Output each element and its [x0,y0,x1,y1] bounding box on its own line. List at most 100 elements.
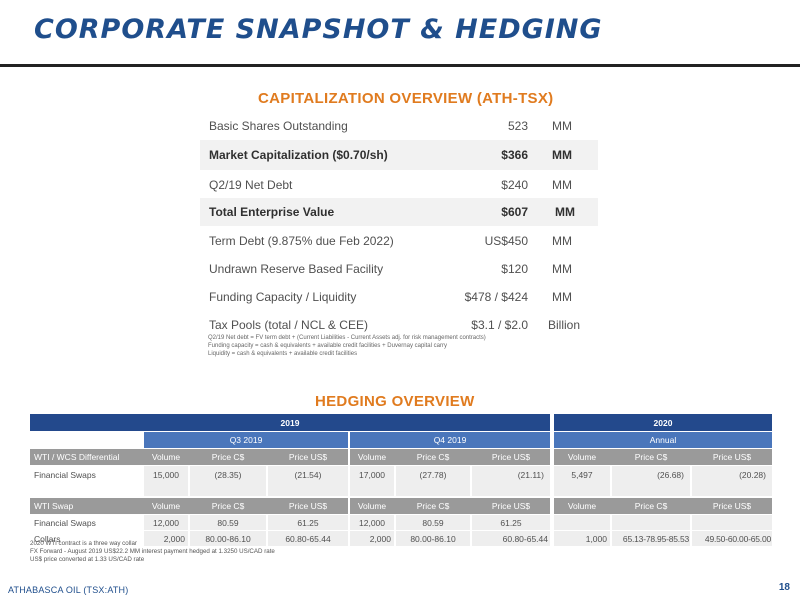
cap-label: Basic Shares Outstanding [209,119,348,133]
table-cell: 49.50-60.00-65.00 [692,531,772,546]
col-header: Volume [554,498,610,514]
table-row: Financial Swaps 15,000 (28.35) (21.54) 1… [30,466,772,496]
wcs-header-row: WTI / WCS Differential Volume Price C$ P… [30,449,772,465]
period-q3-header: Q3 2019 [144,432,348,448]
note-line: 2020 WTI contract is a three way collar [30,540,137,547]
table-cell: 12,000 [350,515,394,530]
col-header: Price US$ [268,498,348,514]
table-row: Financial Swaps 12,000 80.59 61.25 12,00… [30,515,772,530]
year-header-row: 2019 2020 [30,414,772,431]
col-header: Price C$ [188,449,268,465]
period-q4-header: Q4 2019 [350,432,550,448]
note-line: FX Forward - August 2019 US$22.2 MM inte… [30,548,275,555]
cap-unit: Billion [548,318,581,332]
capitalization-table: Basic Shares Outstanding 523 MM Market C… [200,112,598,338]
col-header: Price US$ [268,449,348,465]
period-spacer [30,432,144,448]
col-header: Price C$ [610,498,692,514]
col-header: Volume [350,498,394,514]
cap-label: Q2/19 Net Debt [209,178,293,192]
table-cell: 80.59 [190,515,266,530]
cap-unit: MM [552,290,572,304]
cap-label: Term Debt (9.875% due Feb 2022) [209,234,394,248]
table-cell: (27.78) [396,466,470,496]
table-cell: (21.11) [472,466,550,496]
col-header: Price US$ [472,449,550,465]
year-2020-header: 2020 [554,414,772,431]
table-cell: 5,497 [554,466,610,496]
table-cell: 15,000 [144,466,188,496]
cap-unit: MM [552,119,572,133]
table-cell: 80.00-86.10 [190,531,266,546]
cap-value: 523 [507,119,528,133]
cap-row-reserve-facility: Undrawn Reserve Based Facility $120 MM [200,254,598,282]
wti-header-label: WTI Swap [30,498,144,514]
capitalization-heading: CAPITALIZATION OVERVIEW (ATH-TSX) [258,90,554,107]
col-header: Volume [554,449,610,465]
cap-row-funding-capacity: Funding Capacity / Liquidity $478 / $424… [200,282,598,310]
note-line: Funding capacity = cash & equivalents + … [208,343,447,349]
page-title: CORPORATE SNAPSHOT & HEDGING [34,14,603,45]
table-cell [692,515,772,530]
cap-value: $3.1 / $2.0 [471,318,528,332]
table-cell: (28.35) [190,466,266,496]
table-cell: (21.54) [268,466,348,496]
col-header: Price US$ [692,449,772,465]
table-cell: 17,000 [350,466,394,496]
col-header: Volume [144,498,188,514]
year-2019-header: 2019 [30,414,550,431]
col-header: Price US$ [472,498,550,514]
cap-label: Market Capitalization ($0.70/sh) [209,148,388,162]
col-header: Price C$ [394,449,472,465]
cap-value: $366 [501,148,528,162]
title-divider [0,64,800,67]
cap-value: $240 [501,178,528,192]
cap-row-net-debt: Q2/19 Net Debt $240 MM [200,170,598,198]
table-cell: 60.80-65.44 [472,531,550,546]
col-header: Volume [350,449,394,465]
col-header: Price C$ [394,498,472,514]
cap-row-term-debt: Term Debt (9.875% due Feb 2022) US$450 M… [200,226,598,254]
cap-unit: MM [552,234,572,248]
period-annual-header: Annual [554,432,772,448]
table-cell: 2,000 [350,531,394,546]
cap-row-tax-pools: Tax Pools (total / NCL & CEE) $3.1 / $2.… [200,310,598,338]
note-line: Q2/19 Net debt = FV term debt + (Current… [208,335,486,341]
cap-unit: MM [552,178,572,192]
cap-label: Funding Capacity / Liquidity [209,290,357,304]
table-cell: (20.28) [692,466,772,496]
note-line: US$ price converted at 1.33 US/CAD rate [30,556,145,563]
cap-value: US$450 [484,234,528,248]
table-cell: 1,000 [554,531,610,546]
table-cell: 12,000 [144,515,188,530]
table-cell: 65.13-78.95-85.53 [612,531,690,546]
table-cell: 61.25 [268,515,348,530]
col-header: Volume [144,449,188,465]
table-cell: 2,000 [144,531,188,546]
wti-header-row: WTI Swap Volume Price C$ Price US$ Volum… [30,498,772,514]
table-cell [554,515,610,530]
title-bar: CORPORATE SNAPSHOT & HEDGING [0,0,800,70]
hedging-table: 2019 2020 Q3 2019 Q4 2019 Annual WTI / W… [30,414,772,546]
col-header: Price C$ [610,449,692,465]
cap-label: Undrawn Reserve Based Facility [209,262,384,276]
table-cell [612,515,690,530]
cap-label: Total Enterprise Value [209,205,335,219]
cap-row-shares: Basic Shares Outstanding 523 MM [200,112,598,140]
hedging-heading: HEDGING OVERVIEW [315,393,475,410]
capitalization-notes: Q2/19 Net debt = FV term debt + (Current… [208,334,588,358]
cap-unit: MM [552,148,572,162]
cap-value: $120 [501,262,528,276]
col-header: Price C$ [188,498,268,514]
cap-label: Tax Pools (total / NCL & CEE) [209,318,368,332]
row-label: Financial Swaps [34,517,96,528]
footer-company: ATHABASCA OIL (TSX:ATH) [8,585,129,595]
col-header: Price US$ [692,498,772,514]
hedging-notes: 2020 WTI contract is a three way collar … [30,540,275,564]
cap-value: $478 / $424 [464,290,528,304]
note-line: Liquidity = cash & equivalents + availab… [208,351,358,357]
row-label: Financial Swaps [34,470,96,480]
table-cell: (26.68) [612,466,690,496]
table-cell: 80.00-86.10 [396,531,470,546]
period-header-row: Q3 2019 Q4 2019 Annual [30,432,772,448]
